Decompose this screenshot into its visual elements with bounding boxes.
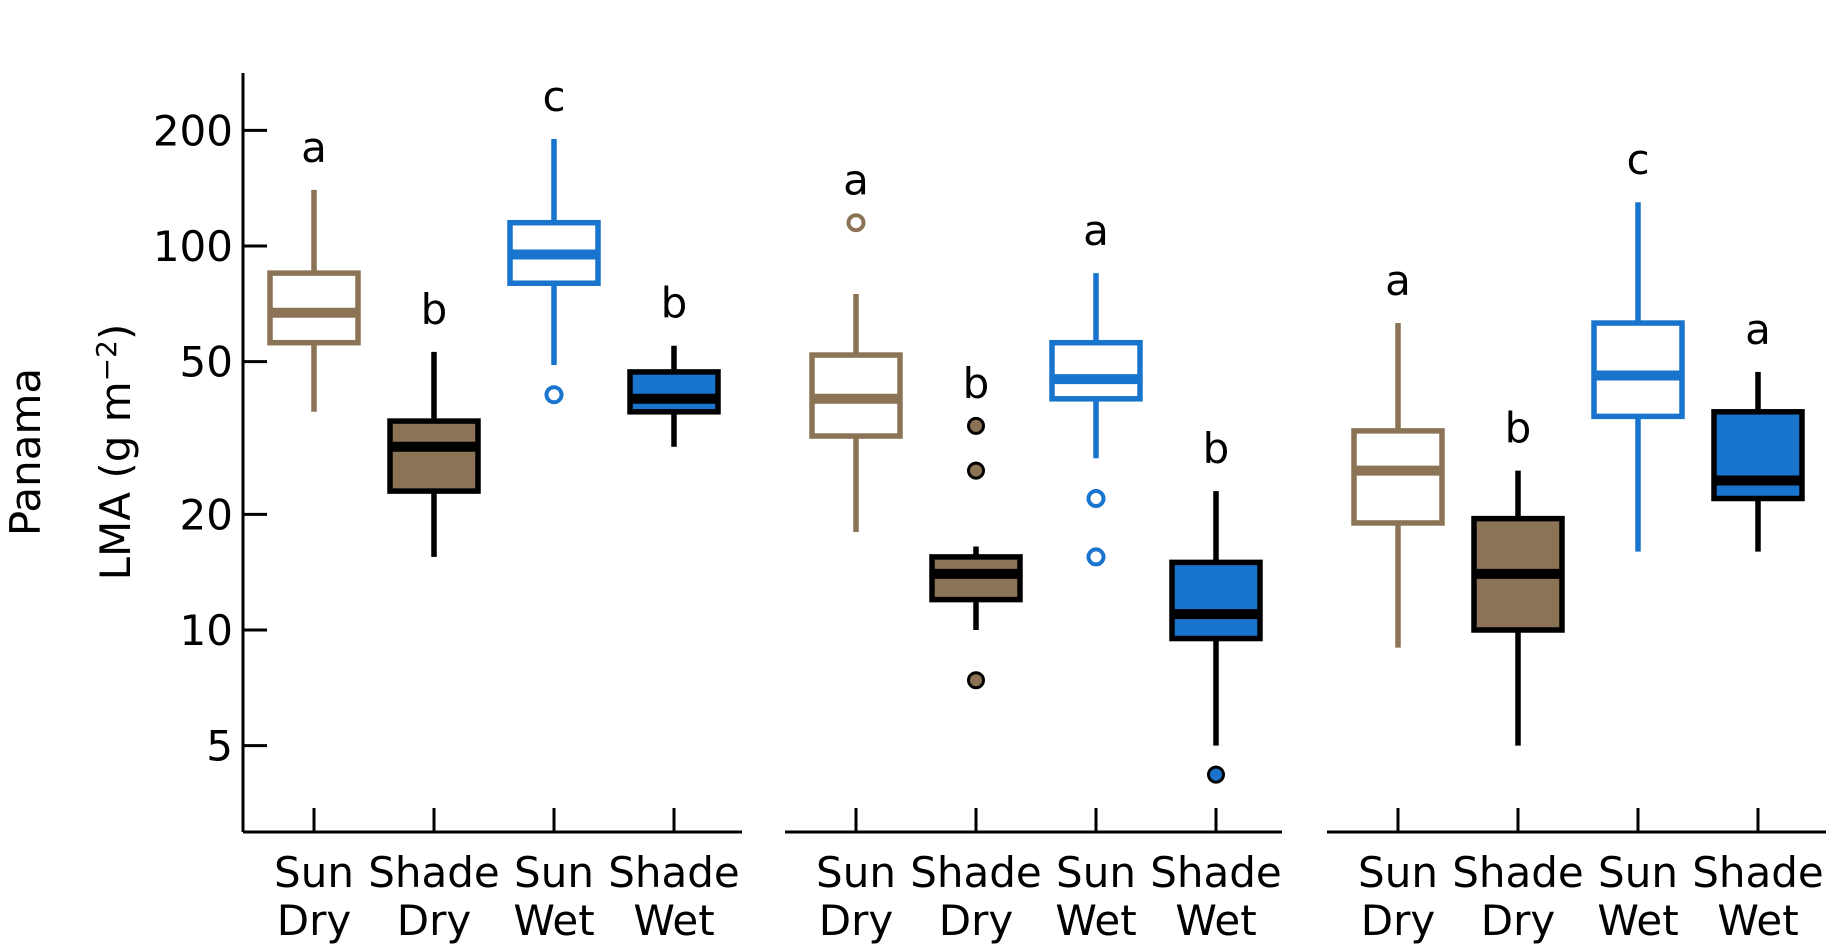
significance-letter: a — [301, 123, 327, 172]
y-axis-label-exponent: −2 — [90, 340, 123, 381]
x-tick-label-line2: Dry — [939, 896, 1013, 944]
significance-letter: a — [1083, 206, 1109, 255]
iqr-box — [1049, 339, 1143, 402]
x-tick-label-line2: Dry — [397, 896, 471, 944]
significance-letter: b — [1505, 404, 1532, 453]
significance-letter: b — [661, 279, 688, 328]
x-tick-label-line1: Shade — [1692, 848, 1824, 897]
x-tick-label-line1: Shade — [1452, 848, 1584, 897]
outlier-point — [846, 213, 866, 233]
outlier-point — [1086, 489, 1106, 509]
significance-letter: a — [1745, 305, 1771, 354]
outlier-point — [967, 416, 985, 435]
outlier-point — [1086, 547, 1106, 567]
y-tick-label: 200 — [153, 106, 233, 155]
outlier-point — [967, 461, 985, 480]
significance-letter: b — [421, 285, 448, 334]
iqr-box — [1591, 320, 1685, 420]
outlier-point — [1207, 765, 1225, 784]
x-tick-label-line2: Wet — [1717, 896, 1798, 944]
x-tick-label-line2: Wet — [633, 896, 714, 944]
significance-letter: b — [1203, 424, 1230, 473]
significance-letter: c — [542, 72, 565, 121]
iqr-box — [387, 418, 481, 494]
x-tick-label-line1: Shade — [368, 848, 500, 897]
y-axis-label-main: LMA — [91, 479, 140, 581]
x-tick-label-line1: Shade — [1150, 848, 1282, 897]
x-tick-label-line2: Wet — [1055, 896, 1136, 944]
x-tick-label-line2: Dry — [1361, 896, 1435, 944]
x-tick-label-line1: Shade — [608, 848, 740, 897]
x-tick-label-line1: Sun — [1598, 848, 1678, 897]
x-tick-label-line2: Dry — [277, 896, 351, 944]
y-tick-label: 20 — [180, 490, 233, 539]
iqr-box — [1351, 428, 1445, 526]
significance-letter: a — [1385, 256, 1411, 305]
y-tick-label: 5 — [206, 722, 233, 771]
outlier-point — [544, 385, 564, 405]
iqr-box — [627, 369, 721, 415]
x-tick-label-line2: Wet — [1175, 896, 1256, 944]
y-axis-row-label: Panama — [1, 368, 50, 536]
y-axis-label-unit: (g m — [91, 381, 140, 478]
significance-letter: b — [963, 359, 990, 408]
y-tick-label: 10 — [180, 606, 233, 655]
outlier-point — [967, 671, 985, 690]
significance-letter: a — [843, 156, 869, 205]
iqr-box — [1169, 559, 1263, 642]
y-tick-label: 50 — [180, 338, 233, 387]
x-tick-label-line1: Sun — [816, 848, 896, 897]
x-tick-label-line1: Shade — [910, 848, 1042, 897]
x-tick-label-line2: Dry — [819, 896, 893, 944]
x-tick-label-line1: Sun — [274, 848, 354, 897]
x-tick-label-line1: Sun — [1358, 848, 1438, 897]
x-tick-label-line1: Sun — [1056, 848, 1136, 897]
x-tick-label-line2: Wet — [513, 896, 594, 944]
significance-letter: c — [1626, 135, 1649, 184]
y-axis-label: LMA (g m−2) — [90, 324, 140, 581]
y-axis-label-unit-close: ) — [91, 324, 140, 340]
x-tick-label-line2: Dry — [1481, 896, 1555, 944]
x-tick-label-line1: Sun — [514, 848, 594, 897]
x-tick-label-line2: Wet — [1597, 896, 1678, 944]
y-tick-label: 100 — [153, 222, 233, 271]
